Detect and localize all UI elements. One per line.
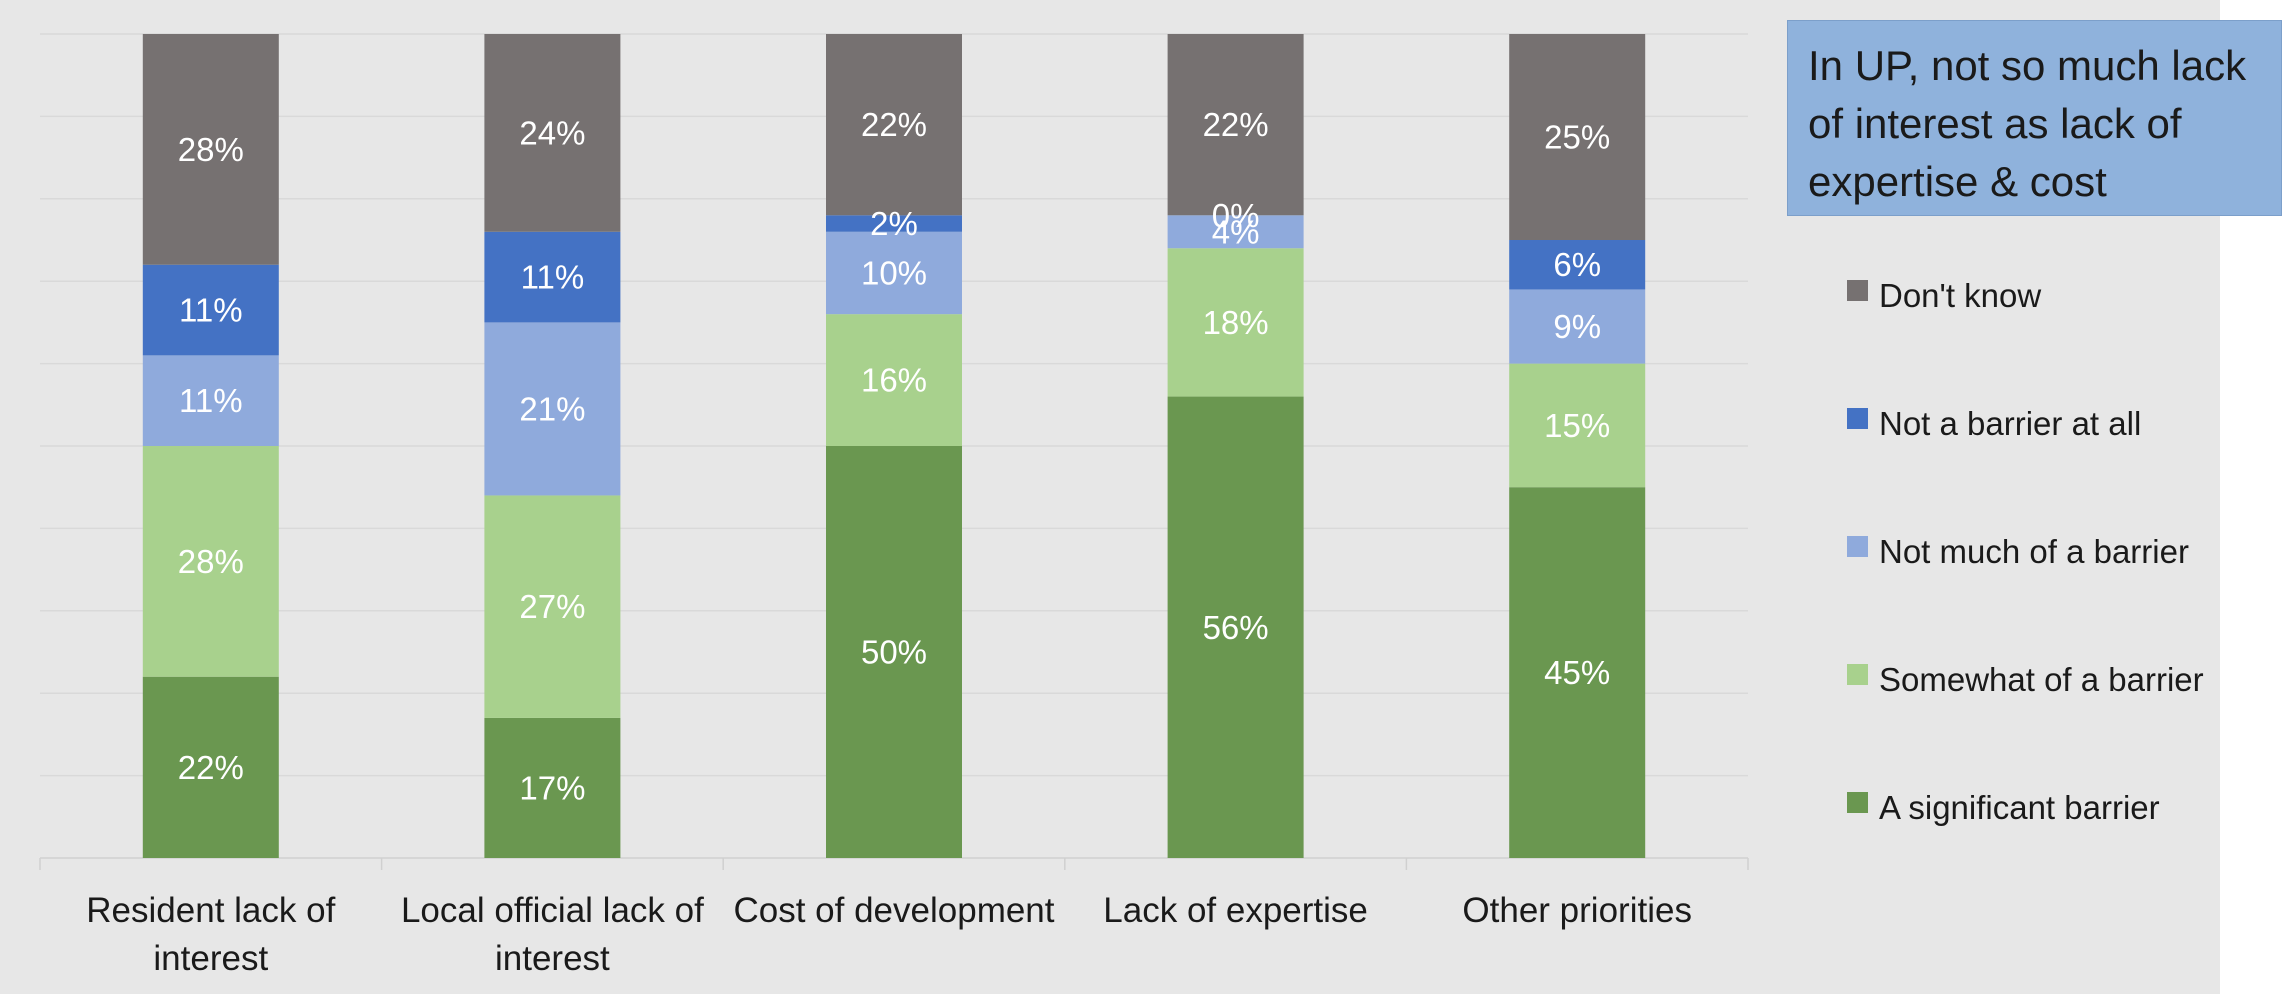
bar-segment-a-significant-barrier bbox=[142, 676, 279, 858]
data-label: 25% bbox=[1544, 119, 1610, 156]
bar-segment-not-much-of-a-barrier bbox=[142, 355, 279, 446]
data-label: 28% bbox=[178, 131, 244, 168]
bar-segment-not-much-of-a-barrier bbox=[1509, 289, 1646, 364]
legend-label: A significant barrier bbox=[1879, 789, 2160, 826]
bar-segment-somewhat-of-a-barrier bbox=[484, 495, 621, 718]
stacked-bar-chart: 22% 28% 11% 11% 28% 17% 27% 21% 11% 24% 50% 16% 10% 2… bbox=[39, 33, 1749, 978]
bar-segment-a-significant-barrier bbox=[826, 446, 962, 858]
data-label: 11% bbox=[179, 292, 243, 329]
data-label: 24% bbox=[519, 114, 585, 151]
bar-segment-a-significant-barrier bbox=[1509, 487, 1646, 858]
bar-segment-don-t-know bbox=[484, 34, 621, 232]
bar-segment-not-much-of-a-barrier bbox=[826, 231, 962, 315]
bar-segment-somewhat-of-a-barrier bbox=[826, 314, 962, 446]
data-label: 2% bbox=[870, 205, 918, 242]
bar-segment-somewhat-of-a-barrier bbox=[1509, 363, 1646, 488]
legend-swatch bbox=[1847, 664, 1868, 685]
data-label: 9% bbox=[1553, 308, 1601, 345]
data-label: 45% bbox=[1544, 654, 1610, 691]
bar-segment-not-a-barrier-at-all bbox=[484, 231, 621, 323]
data-label: 10% bbox=[861, 254, 927, 291]
x-axis: Resident lack of interest Local official l… bbox=[39, 858, 1749, 978]
bar-segment-somewhat-of-a-barrier bbox=[1167, 248, 1304, 397]
legend-swatch bbox=[1847, 408, 1868, 429]
callout-box: In UP, not so much lack of interest as l… bbox=[1787, 20, 2282, 216]
data-label: 16% bbox=[861, 362, 927, 399]
bar-segment-not-a-barrier-at-all bbox=[1509, 240, 1646, 290]
data-label: 50% bbox=[861, 634, 927, 671]
data-label: 22% bbox=[1203, 106, 1269, 143]
legend-label: Not much of a barrier bbox=[1879, 533, 2189, 570]
bars bbox=[142, 34, 1646, 858]
x-tick-label: Local official lack of interest bbox=[401, 891, 704, 978]
data-label: 11% bbox=[179, 382, 243, 419]
data-label: 0% bbox=[1212, 197, 1260, 234]
data-label: 4% bbox=[1212, 213, 1260, 250]
data-label: 15% bbox=[1544, 407, 1610, 444]
legend-label: Don't know bbox=[1879, 277, 2042, 314]
legend-swatch bbox=[1847, 280, 1868, 301]
data-label: 6% bbox=[1553, 246, 1601, 283]
bar-segment-not-a-barrier-at-all bbox=[142, 264, 279, 356]
x-tick-label: Cost of development bbox=[733, 891, 1054, 930]
bar-segment-a-significant-barrier bbox=[1167, 396, 1304, 858]
data-label: 27% bbox=[519, 588, 585, 625]
data-labels: 22% 28% 11% 11% 28% 17% 27% 21% 11% 24% 50% 16% 10% 2… bbox=[178, 106, 1610, 806]
data-label: 56% bbox=[1203, 609, 1269, 646]
x-tick-label: Other priorities bbox=[1462, 891, 1692, 930]
data-label: 17% bbox=[519, 769, 585, 806]
data-label: 11% bbox=[521, 259, 585, 296]
bar-segment-don-t-know bbox=[1509, 34, 1646, 240]
data-label: 28% bbox=[178, 543, 244, 580]
data-label: 21% bbox=[519, 390, 585, 427]
data-label: 22% bbox=[178, 749, 244, 786]
legend-swatch bbox=[1847, 536, 1868, 557]
legend-label: Somewhat of a barrier bbox=[1879, 661, 2204, 698]
bar-segment-don-t-know bbox=[826, 34, 962, 216]
legend-swatch bbox=[1847, 792, 1868, 813]
bar-segment-don-t-know bbox=[142, 34, 279, 265]
x-tick-label: Resident lack of interest bbox=[86, 891, 335, 978]
bar-segment-a-significant-barrier bbox=[484, 717, 621, 858]
bar-segment-don-t-know bbox=[1167, 34, 1304, 216]
legend-label: Not a barrier at all bbox=[1879, 405, 2142, 442]
bar-segment-somewhat-of-a-barrier bbox=[142, 446, 279, 677]
bar-segment-not-much-of-a-barrier bbox=[1167, 215, 1304, 249]
data-label: 18% bbox=[1203, 304, 1269, 341]
bar-segment-not-much-of-a-barrier bbox=[484, 322, 621, 496]
bar-segment-not-a-barrier-at-all bbox=[826, 215, 962, 232]
x-tick-label: Lack of expertise bbox=[1103, 891, 1368, 930]
data-label: 22% bbox=[861, 106, 927, 143]
